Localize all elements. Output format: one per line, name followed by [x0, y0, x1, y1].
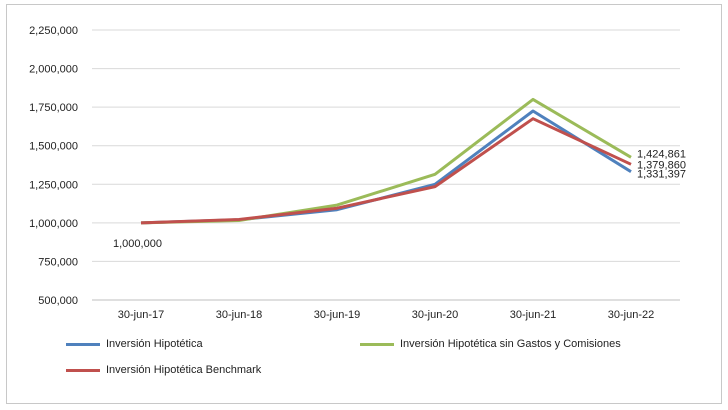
legend-swatch-green: [360, 342, 394, 346]
legend-swatch-red: [66, 368, 100, 372]
y-tick-label: 750,000: [38, 256, 78, 268]
legend-label: Inversión Hipotética: [106, 338, 203, 350]
series-line-0: [140, 109, 632, 225]
series-lines: [140, 97, 632, 225]
series-line-2: [140, 117, 632, 225]
legend-label: Inversión Hipotética Benchmark: [106, 364, 262, 376]
series-line-1: [140, 97, 632, 225]
legend-item-benchmark: Inversión Hipotética Benchmark: [66, 364, 261, 376]
legend-item-inversion-hipotetica: Inversión Hipotética: [66, 338, 203, 350]
x-tick-label: 30-jun-20: [412, 309, 458, 321]
y-tick-label: 1,500,000: [29, 141, 78, 153]
y-tick-label: 2,000,000: [29, 64, 78, 76]
x-tick-label: 30-jun-22: [608, 309, 654, 321]
y-tick-label: 500,000: [38, 295, 78, 307]
x-tick-label: 30-jun-21: [510, 309, 556, 321]
data-label: 1,331,397: [637, 169, 686, 181]
data-label: 1,424,861: [637, 148, 686, 160]
data-label: 1,379,860: [637, 159, 686, 171]
y-tick-label: 1,750,000: [29, 102, 78, 114]
legend-swatch-blue: [66, 342, 100, 346]
y-tick-label: 2,250,000: [29, 25, 78, 37]
y-axis-tick-labels: 500,000 750,000 1,000,000 1,250,000 1,500,00…: [29, 25, 78, 307]
x-axis-tick-labels: 30-jun-17 30-jun-18 30-jun-19 30-jun-20 30-j…: [118, 309, 654, 321]
legend-label: Inversión Hipotética sin Gastos y Comisi…: [400, 338, 621, 350]
data-label: 1,000,000: [113, 238, 162, 250]
x-tick-label: 30-jun-19: [314, 309, 360, 321]
x-tick-label: 30-jun-18: [216, 309, 262, 321]
x-tick-label: 30-jun-17: [118, 309, 164, 321]
y-tick-label: 1,000,000: [29, 218, 78, 230]
y-tick-label: 1,250,000: [29, 179, 78, 191]
legend-item-sin-gastos: Inversión Hipotética sin Gastos y Comisi…: [360, 338, 621, 350]
